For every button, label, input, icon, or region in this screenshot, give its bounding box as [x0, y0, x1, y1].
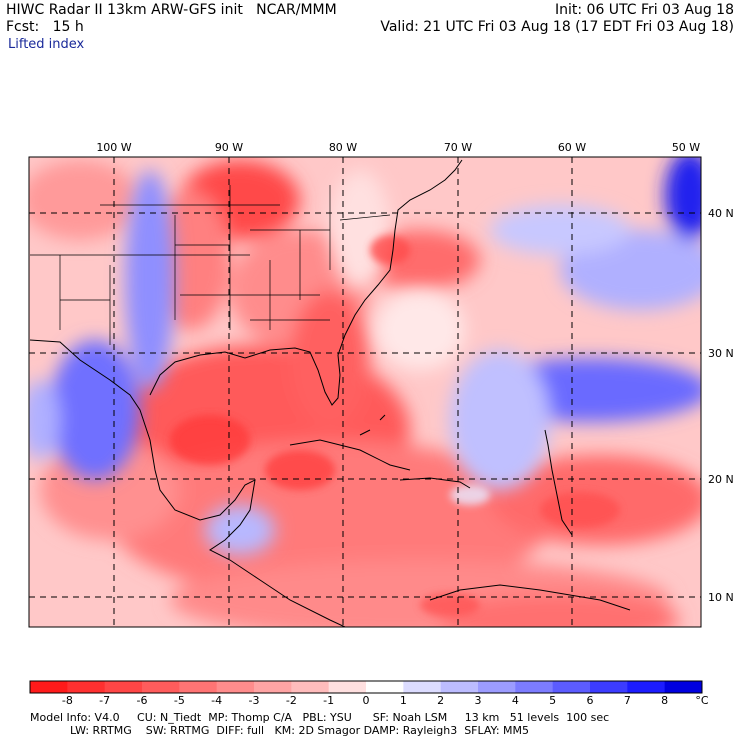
colorbar-tick-label: -6 — [136, 694, 148, 707]
colorbar-swatch — [254, 681, 292, 693]
colorbar-tick-label: -5 — [173, 694, 185, 707]
forecast-hour: Fcst: 15 h — [6, 19, 84, 35]
lon-label-90w: 90 W — [215, 141, 243, 154]
colorbar-swatch — [627, 681, 666, 693]
model-info-line2: LW: RRTMG SW: RRTMG DIFF: full KM: 2D Sm… — [70, 724, 530, 737]
colorbar-swatch — [216, 681, 255, 693]
colorbar-tick-label: 0 — [362, 694, 370, 707]
colorbar-swatch — [440, 681, 479, 693]
colorbar-swatch — [179, 681, 218, 693]
colorbar-swatch — [590, 681, 628, 693]
colorbar-swatch — [403, 681, 442, 693]
lon-label-80w: 80 W — [329, 141, 357, 154]
colorbar-tick-label: 1 — [399, 694, 407, 707]
valid-time: Valid: 21 UTC Fri 03 Aug 18 (17 EDT Fri … — [380, 19, 734, 35]
colorbar-tick-label: 6 — [586, 694, 594, 707]
colorbar-tick-label: -8 — [61, 694, 73, 707]
init-time: Init: 06 UTC Fri 03 Aug 18 — [554, 2, 734, 18]
colorbar-frame — [29, 680, 703, 694]
colorbar-tick-label: -1 — [323, 694, 335, 707]
colorbar-swatch — [328, 681, 367, 693]
lat-label-30n: 30 N — [708, 347, 734, 360]
colorbar-swatch — [366, 681, 404, 693]
colorbar-tick-label: 5 — [549, 694, 557, 707]
field-shading — [29, 157, 701, 627]
colorbar-swatch — [478, 681, 516, 693]
lon-label-100w: 100 W — [96, 141, 131, 154]
lat-label-40n: 40 N — [708, 207, 734, 220]
model-title: HIWC Radar II 13km ARW-GFS init NCAR/MMM — [6, 2, 337, 18]
lat-lon-grid — [29, 157, 701, 627]
colorbar-tick-label: 7 — [623, 694, 631, 707]
field-name: Lifted index — [8, 37, 85, 52]
lon-label-60w: 60 W — [558, 141, 586, 154]
colorbar-tick-label: 4 — [511, 694, 519, 707]
colorbar-tick-label: 8 — [661, 694, 669, 707]
colorbar-swatch — [67, 681, 106, 693]
colorbar-tick-label: 2 — [437, 694, 445, 707]
lat-label-10n: 10 N — [708, 591, 734, 604]
colorbar-tick-label: 3 — [474, 694, 482, 707]
model-info-line1: Model Info: V4.0 CU: N_Tiedt MP: Thomp C… — [30, 711, 610, 724]
colorbar-tick-label: -4 — [211, 694, 223, 707]
colorbar-swatch — [291, 681, 330, 693]
lon-label-50w: 50 W — [672, 141, 700, 154]
map-frame — [28, 156, 702, 628]
colorbar-swatch — [664, 681, 703, 693]
colorbar-swatch — [30, 681, 68, 693]
colorbar-unit: °C — [695, 694, 709, 707]
state-borders — [30, 185, 391, 345]
colorbar-swatch — [515, 681, 554, 693]
colorbar — [29, 680, 703, 694]
colorbar-swatch — [104, 681, 143, 693]
colorbar-tick-label: -7 — [99, 694, 111, 707]
colorbar-swatch — [142, 681, 180, 693]
colorbar-tick-label: -2 — [285, 694, 297, 707]
colorbar-swatch — [552, 681, 591, 693]
lat-label-20n: 20 N — [708, 473, 734, 486]
colorbar-tick-label: -3 — [248, 694, 260, 707]
lon-label-70w: 70 W — [444, 141, 472, 154]
